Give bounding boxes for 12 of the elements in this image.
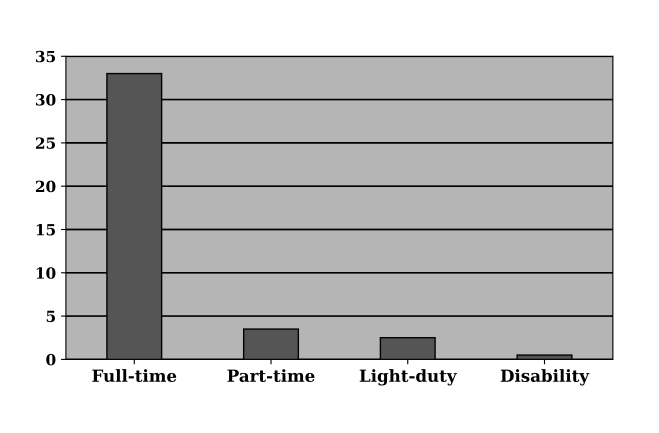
y-tick-label: 5 (46, 310, 56, 322)
y-tick-label: 0 (46, 354, 56, 366)
y-tick-label: 10 (36, 267, 56, 279)
x-tick-label: Part-time (228, 369, 315, 382)
y-tick-label: 25 (36, 137, 56, 149)
y-tick-label: 35 (36, 50, 56, 62)
x-tick-label: Light-duty (360, 369, 457, 386)
x-tick-label: Full-time (92, 369, 176, 382)
y-tick-label: 20 (36, 180, 56, 192)
y-tick-label: 15 (36, 224, 56, 236)
y-tick-label: 30 (36, 94, 56, 106)
x-tick-label: Disability (500, 369, 590, 386)
